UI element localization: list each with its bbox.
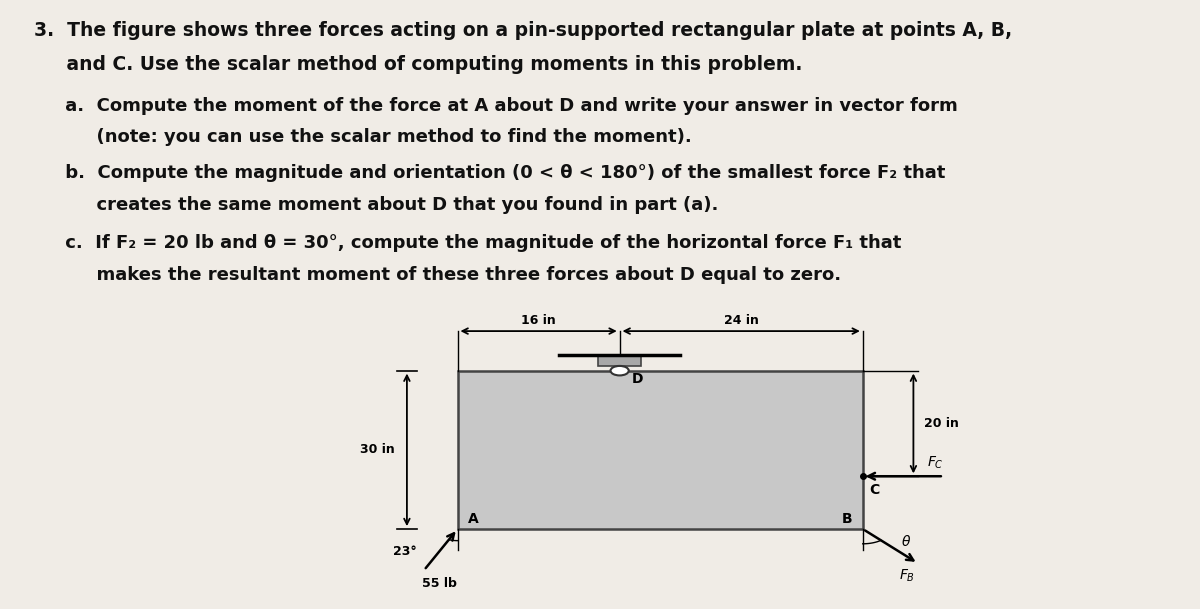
Text: C: C bbox=[869, 482, 880, 496]
Text: and C. Use the scalar method of computing moments in this problem.: and C. Use the scalar method of computin… bbox=[34, 55, 802, 74]
Text: creates the same moment about D that you found in part (a).: creates the same moment about D that you… bbox=[34, 196, 718, 214]
Text: 55 lb: 55 lb bbox=[421, 577, 456, 590]
Text: 30 in: 30 in bbox=[360, 443, 395, 456]
Text: $F_C$: $F_C$ bbox=[928, 454, 943, 471]
Text: 16 in: 16 in bbox=[521, 314, 556, 327]
Text: B: B bbox=[842, 512, 853, 526]
Text: $\theta$: $\theta$ bbox=[901, 534, 912, 549]
Text: A: A bbox=[468, 512, 479, 526]
Text: 23°: 23° bbox=[394, 545, 416, 558]
Text: b.  Compute the magnitude and orientation (0 < θ < 180°) of the smallest force F: b. Compute the magnitude and orientation… bbox=[34, 164, 944, 183]
Text: makes the resultant moment of these three forces about D equal to zero.: makes the resultant moment of these thre… bbox=[34, 266, 841, 284]
Circle shape bbox=[611, 366, 629, 375]
Text: $F_B$: $F_B$ bbox=[899, 568, 916, 584]
Text: (note: you can use the scalar method to find the moment).: (note: you can use the scalar method to … bbox=[34, 128, 691, 146]
Text: D: D bbox=[631, 371, 643, 385]
Bar bbox=[457, 371, 863, 529]
Text: 3.  The figure shows three forces acting on a pin-supported rectangular plate at: 3. The figure shows three forces acting … bbox=[34, 21, 1012, 40]
Text: a.  Compute the moment of the force at A about D and write your answer in vector: a. Compute the moment of the force at A … bbox=[34, 97, 958, 116]
Text: 24 in: 24 in bbox=[724, 314, 758, 327]
Bar bbox=[599, 355, 641, 367]
Text: c.  If F₂ = 20 lb and θ = 30°, compute the magnitude of the horizontal force F₁ : c. If F₂ = 20 lb and θ = 30°, compute th… bbox=[34, 234, 901, 253]
Text: 20 in: 20 in bbox=[924, 417, 959, 430]
